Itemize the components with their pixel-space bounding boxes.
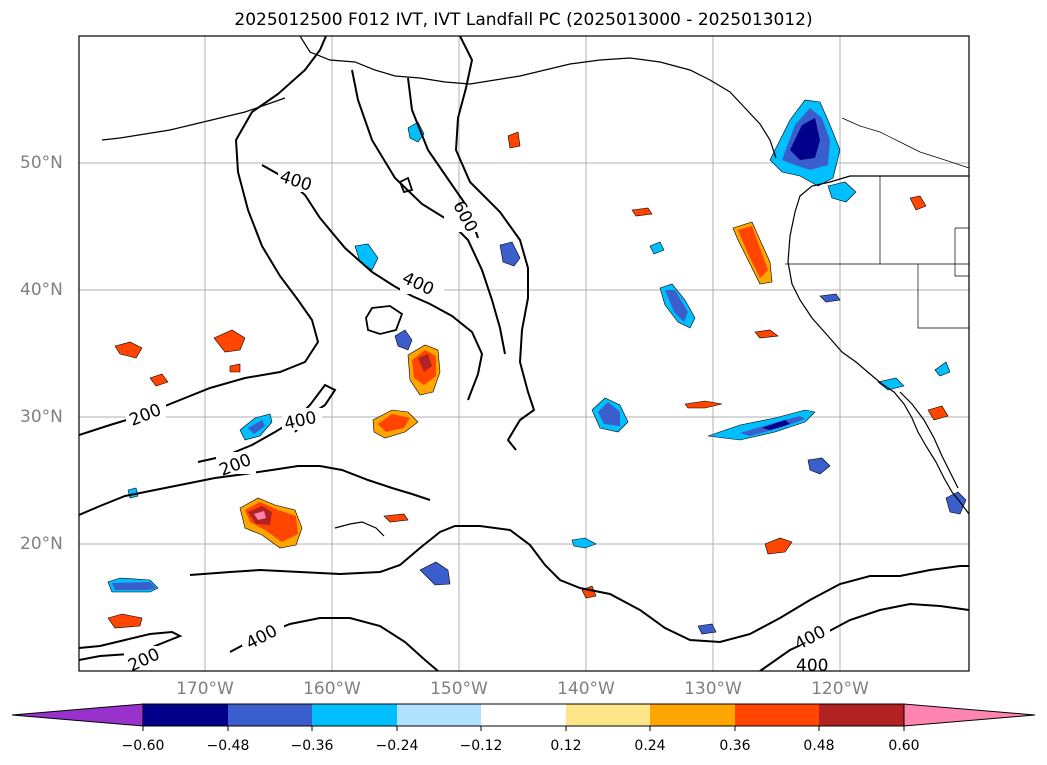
lon-label-150w: 150°W: [430, 679, 488, 699]
colorbar-tick-label: −0.48: [206, 738, 250, 754]
colorbar-tick-label: −0.60: [121, 738, 165, 754]
colorbar-bin-7: [650, 704, 735, 726]
colorbar-extend-low: [11, 703, 144, 727]
hawaii-islands: [334, 521, 385, 537]
colorbar-bin-8: [735, 704, 819, 726]
colorbar-tick-label: 0.12: [550, 738, 582, 754]
colorbar-bin-4: [397, 704, 481, 726]
contour-label-400-f: 400: [796, 656, 828, 676]
map-frame: [78, 35, 970, 672]
colorbar-tick-label: −0.12: [459, 738, 503, 754]
north-american-coast: [787, 175, 969, 515]
contour-400-southeast: [759, 602, 969, 671]
map-area: 400 600 400 400 200 200 200 400 400 400: [79, 36, 969, 676]
bc-inland: [841, 117, 969, 169]
ivt-contours: [79, 36, 969, 671]
coastlines: [101, 36, 969, 537]
lon-label-120w: 120°W: [811, 679, 869, 699]
colorbar-bin-3: [312, 704, 397, 726]
colorbar-bin-1: [143, 704, 228, 726]
contour-subtropical-ridge: [79, 630, 183, 661]
lon-label-170w: 170°W: [176, 679, 234, 699]
contour-400-east: [454, 36, 536, 451]
lat-label-20n: 20°N: [20, 534, 63, 554]
lon-label-160w: 160°W: [303, 679, 361, 699]
colorbar-bin-2: [228, 704, 312, 726]
colorbar-tick-label: 0.48: [803, 738, 835, 754]
colorbar-bin-6: [566, 704, 650, 726]
contour-200-south: [79, 465, 431, 516]
colorbar-extend-high: [903, 703, 1036, 727]
colorbar: [11, 703, 1036, 731]
probability-shading: [107, 99, 967, 635]
lon-label-130w: 130°W: [684, 679, 742, 699]
colorbar-bin-9: [819, 704, 904, 726]
colorbar-tick-label: 0.36: [719, 738, 751, 754]
contour-200-southeast: [189, 525, 969, 644]
lat-label-30n: 30°N: [20, 407, 63, 427]
alaska-coast: [299, 36, 777, 159]
lat-label-40n: 40°N: [20, 280, 63, 300]
baja-california: [899, 391, 959, 489]
colorbar-tick-label: 0.60: [888, 738, 920, 754]
colorbar-tick-label: 0.24: [634, 738, 666, 754]
colorbar-bin-5: [481, 704, 566, 726]
shading-blob-subtropical-band: [707, 409, 816, 441]
contour-200-north: [79, 36, 327, 436]
map-title: 2025012500 F012 IVT, IVT Landfall PC (20…: [234, 10, 813, 30]
colorbar-tick-label: −0.36: [290, 738, 334, 754]
us-state-lines: [785, 176, 969, 329]
lon-label-140w: 140°W: [557, 679, 615, 699]
lat-label-50n: 50°N: [20, 153, 63, 173]
colorbar-tick-label: −0.24: [375, 738, 419, 754]
